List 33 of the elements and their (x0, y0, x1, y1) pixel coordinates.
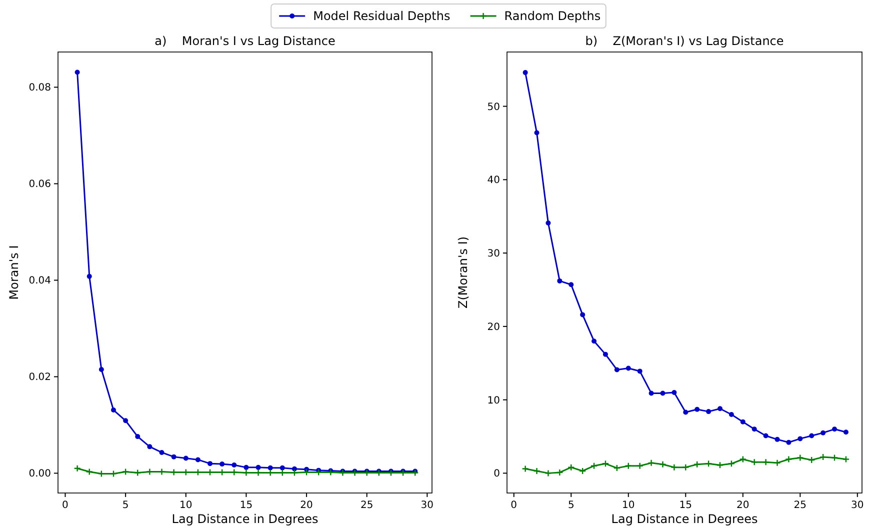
y-tick-label: 0.06 (28, 179, 51, 190)
chart-title: a) Moran's I vs Lag Distance (154, 34, 336, 48)
x-tick-label: 10 (180, 500, 192, 511)
y-axis-title: Moran's I (7, 245, 21, 300)
y-tick-label: 0.02 (28, 372, 51, 384)
x-tick-label: 10 (622, 500, 635, 511)
x-tick-label: 20 (300, 500, 313, 511)
x-tick-label: 0 (510, 500, 518, 511)
x-tick-label: 0 (62, 500, 68, 511)
chart-title: b) Z(Moran's I) vs Lag Distance (585, 34, 784, 48)
x-tick-label: 5 (122, 500, 129, 511)
y-tick-label: 0.00 (28, 468, 51, 480)
x-tick-label: 15 (240, 500, 253, 511)
legend-label: Model Residual Depths (313, 9, 450, 24)
x-tick-label: 30 (420, 500, 434, 511)
y-tick-label: 20 (487, 322, 500, 333)
x-tick-label: 30 (851, 500, 864, 511)
x-tick-label: 5 (568, 500, 574, 511)
x-tick-label: 25 (360, 500, 374, 511)
y-tick-label: 40 (487, 175, 500, 186)
y-tick-label: 0.08 (28, 82, 51, 94)
y-tick-label: 30 (487, 248, 500, 260)
y-tick-label: 0 (494, 468, 500, 480)
y-axis-title: Z(Moran's I) (456, 236, 470, 309)
x-axis-title: Lag Distance in Degrees (172, 512, 318, 526)
x-tick-label: 20 (736, 500, 750, 511)
x-axis-title: Lag Distance in Degrees (611, 512, 758, 526)
x-tick-label: 25 (794, 500, 807, 511)
legend-label: Random Depths (504, 9, 601, 24)
y-tick-label: 50 (487, 102, 500, 113)
y-tick-label: 10 (487, 395, 500, 406)
y-tick-label: 0.04 (28, 276, 51, 287)
x-tick-label: 15 (679, 500, 692, 511)
